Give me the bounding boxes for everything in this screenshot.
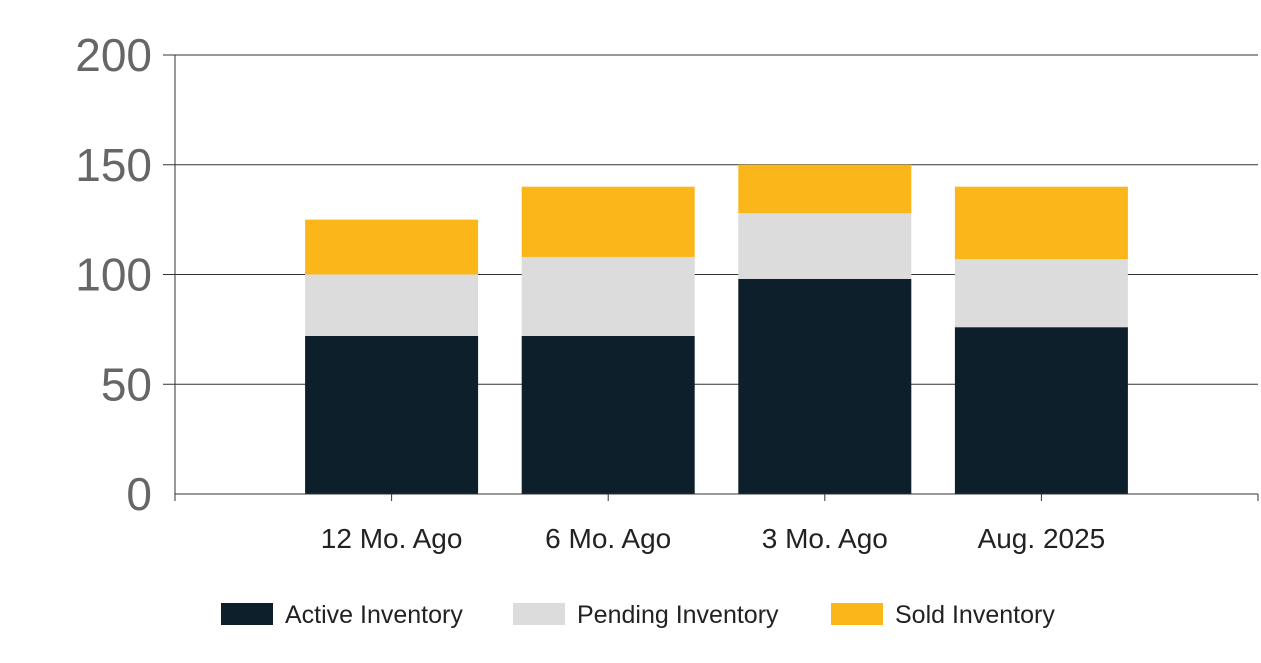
- x-axis-tick-labels: 12 Mo. Ago 6 Mo. Ago 3 Mo. Ago Aug. 2025: [321, 523, 1105, 554]
- bar-segment-pending-inventory: [738, 213, 912, 279]
- bar-segment-pending-inventory: [954, 259, 1128, 328]
- bar-segment-sold-inventory: [305, 219, 479, 275]
- legend: Active Inventory Pending Inventory Sold In…: [221, 601, 1055, 629]
- x-tick-label: 3 Mo. Ago: [762, 523, 888, 554]
- legend-swatch: [831, 603, 883, 625]
- bar-segment-active-inventory: [305, 335, 479, 494]
- legend-swatch: [513, 603, 565, 625]
- bar-segment-sold-inventory: [738, 164, 912, 214]
- legend-label: Active Inventory: [285, 601, 463, 629]
- legend-swatch: [221, 603, 273, 625]
- axes: [174, 55, 1259, 501]
- bar-segment-active-inventory: [954, 327, 1128, 494]
- x-tick-label: 6 Mo. Ago: [545, 523, 671, 554]
- y-tick-label: 100: [75, 249, 152, 301]
- legend-label: Sold Inventory: [895, 601, 1055, 629]
- bar-segment-sold-inventory: [954, 186, 1128, 260]
- y-tick-label: 0: [126, 468, 152, 520]
- x-tick-label: Aug. 2025: [978, 523, 1106, 554]
- y-axis-tick-labels: 0 50 100 150 200: [75, 29, 152, 520]
- y-tick-label: 50: [101, 358, 152, 410]
- bars: [305, 164, 1128, 494]
- y-tick-label: 200: [75, 29, 152, 81]
- bar-segment-pending-inventory: [521, 256, 695, 336]
- bar-segment-active-inventory: [521, 335, 695, 494]
- bar-segment-sold-inventory: [521, 186, 695, 257]
- bar-segment-pending-inventory: [305, 274, 479, 336]
- x-tick-label: 12 Mo. Ago: [321, 523, 463, 554]
- legend-label: Pending Inventory: [577, 601, 779, 629]
- y-tick-label: 150: [75, 139, 152, 191]
- bar-segment-active-inventory: [738, 278, 912, 494]
